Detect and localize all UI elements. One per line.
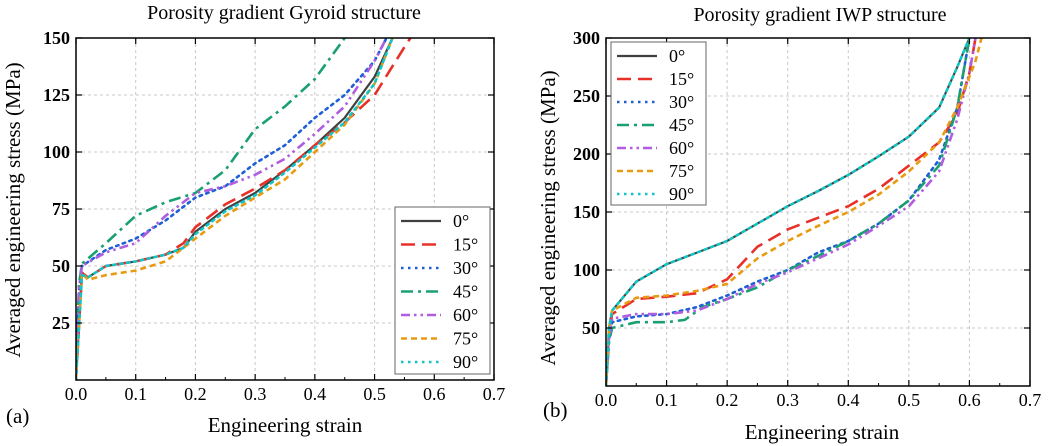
x-tick-label: 0.4 (304, 384, 327, 404)
panel-b-legend: 0° 15° 30° 45° 60° 75° 90° (610, 41, 707, 206)
y-tick-label: 300 (573, 28, 600, 48)
panel-b-ticks: 0.0 0.1 0.2 0.3 0.4 0.5 0.6 0.7 50 100 150 200 250 30… (573, 28, 1041, 410)
legend-label: 75° (669, 161, 694, 181)
legend-label: 60° (669, 138, 694, 158)
y-tick-label: 250 (573, 86, 600, 106)
y-tick-label: 150 (43, 28, 70, 48)
x-tick-label: 0.5 (898, 390, 921, 410)
panel-b-series-group (606, 38, 983, 386)
series-line-b-3 (606, 38, 971, 386)
x-tick-label: 0.7 (483, 384, 506, 404)
series-line-a-4 (76, 38, 388, 380)
series-line-b-4 (606, 38, 977, 386)
panel-a-title: Porosity gradient Gyroid structure (147, 2, 421, 24)
panel-b-legend-box (610, 41, 707, 206)
panel-a-ticks: 0.0 0.1 0.2 0.3 0.4 0.5 0.6 0.7 25 50 75 100 125 150 (43, 28, 505, 404)
series-line-a-6 (76, 38, 394, 380)
x-tick-label: 0.2 (716, 390, 739, 410)
panel-a-label: (a) (6, 404, 29, 428)
legend-label: 15° (669, 69, 694, 89)
legend-label: 30° (669, 92, 694, 112)
legend-label: 0° (453, 211, 469, 231)
x-tick-label: 0.1 (124, 384, 147, 404)
series-line-b-1 (606, 38, 977, 386)
x-tick-label: 0.0 (595, 390, 618, 410)
y-tick-label: 150 (573, 202, 600, 222)
x-tick-label: 0.6 (423, 384, 446, 404)
panel-a-series-group (76, 38, 412, 380)
panel-b-ylabel: Averaged engineering stress (MPa) (536, 70, 560, 365)
panel-a-ylabel: Averaged engineering stress (MPa) (1, 62, 25, 357)
series-line-a-1 (76, 38, 412, 380)
panel-b-title: Porosity gradient IWP structure (693, 4, 946, 26)
panel-a-xlabel: Engineering strain (208, 413, 363, 437)
panel-b-grid (606, 38, 1030, 386)
panel-a-legend: 0° 15° 30° 45° 60° 75° 90° (394, 206, 491, 375)
series-line-b-5 (606, 38, 983, 386)
panel-a-gyroid: Porosity gradient Gyroid structure Avera… (1, 2, 505, 437)
y-tick-label: 50 (52, 256, 70, 276)
y-tick-label: 50 (582, 318, 600, 338)
x-tick-label: 0.7 (1019, 390, 1042, 410)
legend-label: 45° (453, 282, 478, 302)
panel-b-label: (b) (543, 398, 568, 422)
legend-label: 15° (453, 235, 478, 255)
series-line-a-5 (76, 38, 394, 380)
y-tick-label: 125 (43, 85, 70, 105)
x-tick-label: 0.3 (244, 384, 267, 404)
y-tick-label: 100 (573, 260, 600, 280)
y-tick-label: 25 (52, 313, 70, 333)
y-tick-label: 100 (43, 142, 70, 162)
x-tick-label: 0.2 (184, 384, 207, 404)
legend-label: 60° (453, 305, 478, 325)
y-tick-label: 200 (573, 144, 600, 164)
y-tick-label: 75 (52, 199, 70, 219)
x-tick-label: 0.5 (363, 384, 386, 404)
legend-label: 0° (669, 46, 685, 66)
x-tick-label: 0.3 (776, 390, 799, 410)
panel-b-xlabel: Engineering strain (745, 420, 900, 444)
series-line-a-3 (76, 38, 346, 380)
legend-label: 90° (453, 352, 478, 372)
x-tick-label: 0.6 (958, 390, 981, 410)
series-line-b-6 (606, 38, 971, 386)
legend-label: 45° (669, 115, 694, 135)
series-line-b-2 (606, 38, 971, 386)
x-tick-label: 0.1 (655, 390, 678, 410)
x-tick-label: 0.0 (65, 384, 88, 404)
legend-label: 75° (453, 329, 478, 349)
panel-b-iwp: Porosity gradient IWP structure Averaged… (536, 4, 1041, 444)
legend-label: 90° (669, 184, 694, 204)
legend-label: 30° (453, 258, 478, 278)
x-tick-label: 0.4 (837, 390, 860, 410)
